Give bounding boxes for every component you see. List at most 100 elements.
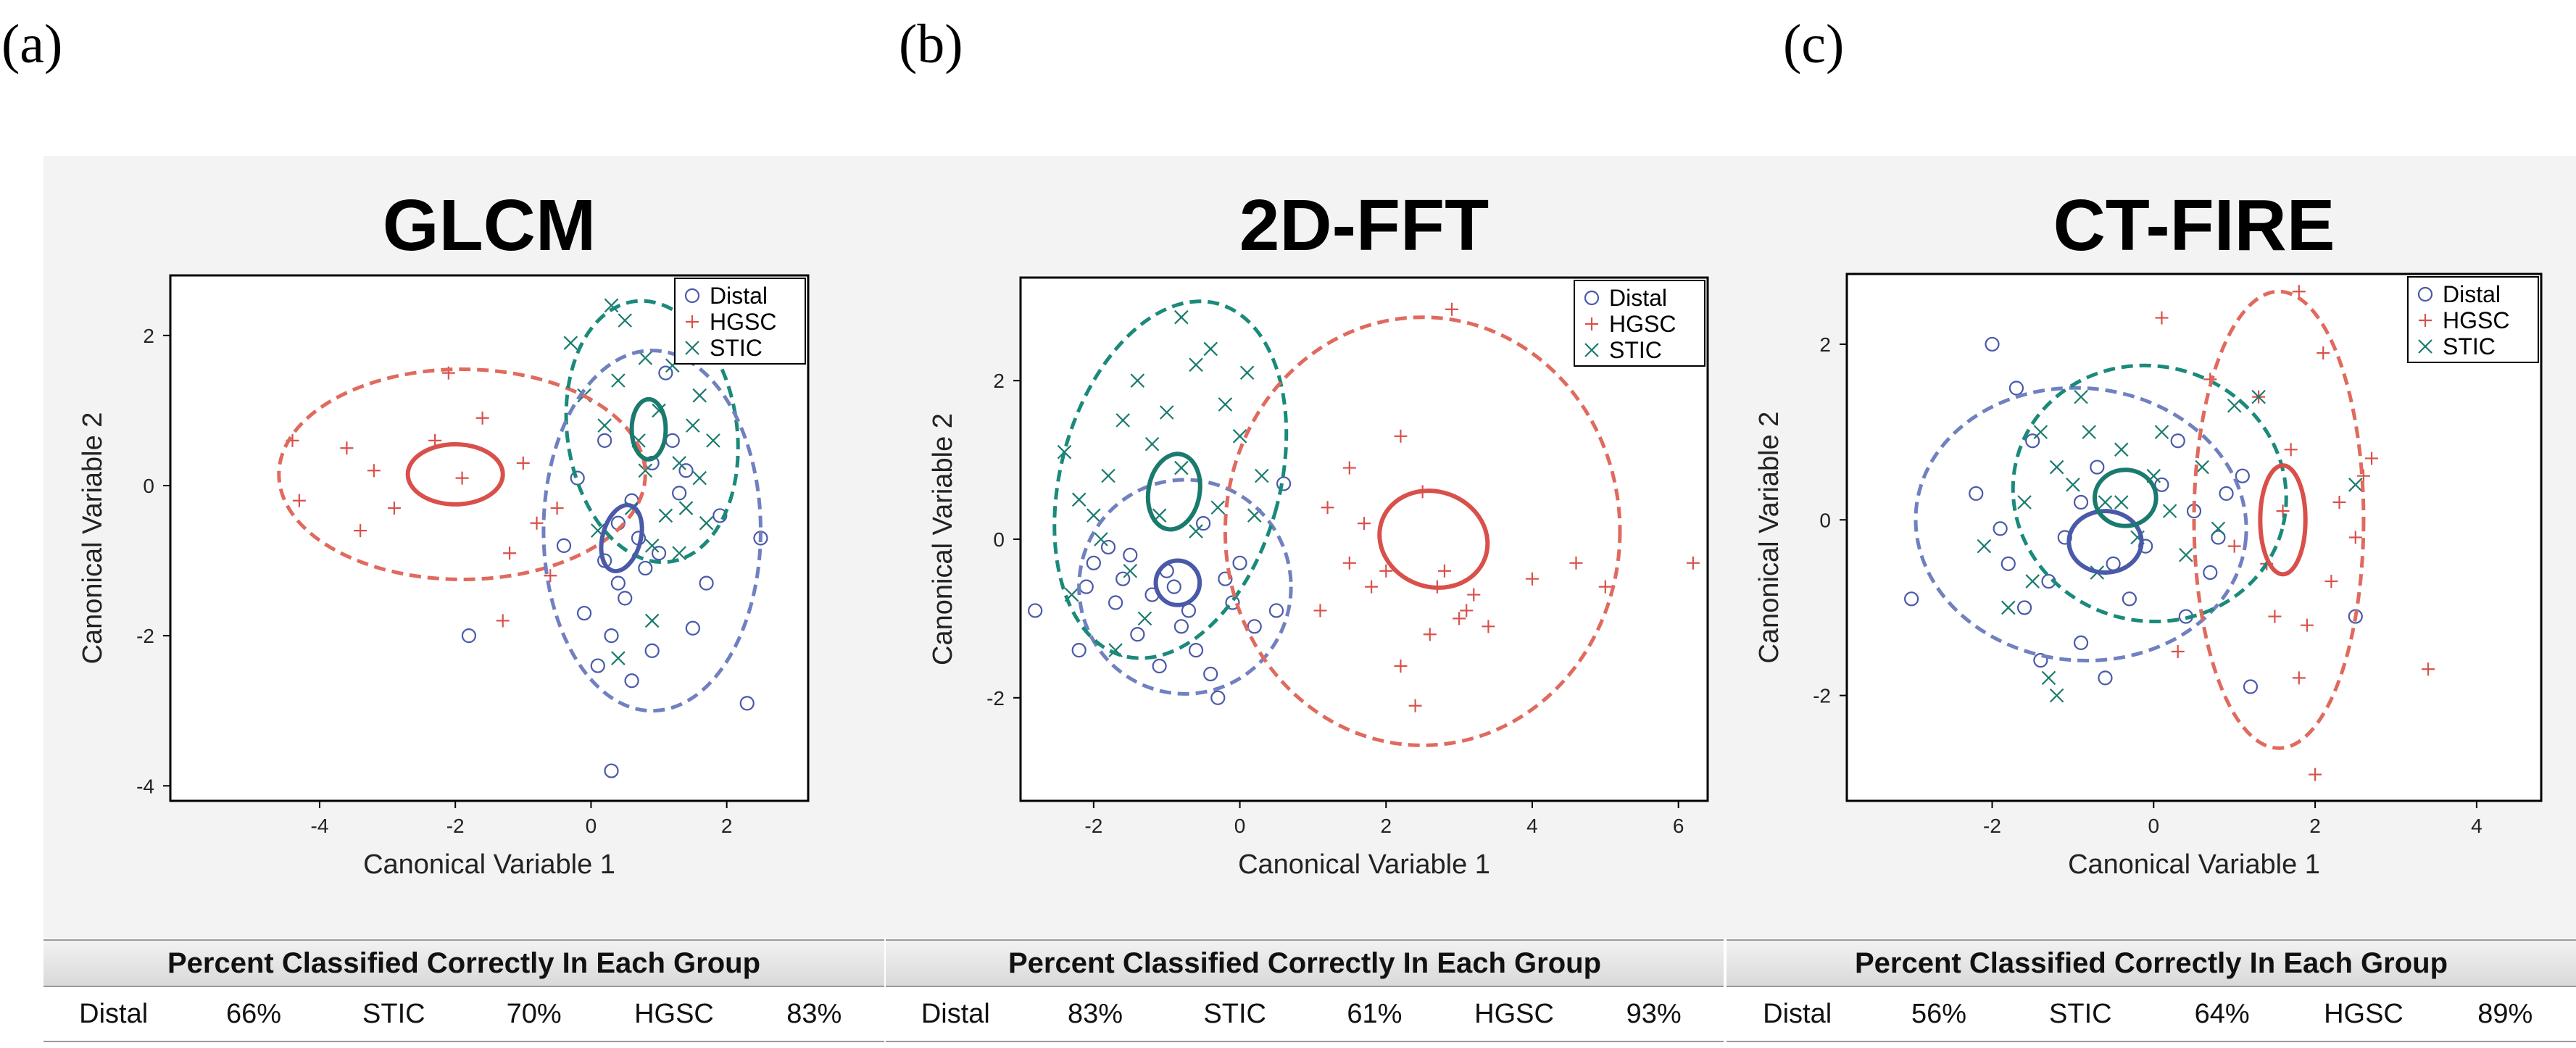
data-point-distal <box>1188 643 1204 658</box>
data-point-distal <box>638 560 653 576</box>
table-cell: HGSC <box>1474 998 1554 1029</box>
x-tick-label: -2 <box>1084 815 1102 837</box>
x-tick-label: 0 <box>2148 815 2160 837</box>
data-point-hgsc <box>1313 604 1327 617</box>
data-point-hgsc <box>2284 443 2298 457</box>
data-point-distal <box>672 486 687 501</box>
data-point-distal <box>739 696 755 711</box>
data-point-stic <box>563 336 578 350</box>
table-cell: HGSC <box>634 998 714 1029</box>
panel-label-b: (b) <box>899 14 963 75</box>
table-cell: 56% <box>1911 998 1967 1029</box>
confidence-ellipse-stic <box>2011 363 2288 624</box>
data-point-stic <box>2017 495 2032 510</box>
table-cell: 66% <box>225 998 282 1029</box>
data-point-distal <box>712 508 728 523</box>
confidence-ellipse-distal <box>1077 478 1293 696</box>
classification-table-ctfire: Percent Classified Correctly In Each Gro… <box>1727 939 2576 1042</box>
data-point-stic <box>692 388 707 403</box>
data-point-stic <box>611 373 626 388</box>
data-point-hgsc <box>1437 564 1451 578</box>
data-point-distal <box>1203 666 1218 682</box>
data-point-stic <box>611 651 626 665</box>
data-point-stic <box>2082 425 2096 439</box>
data-point-distal <box>2203 565 2218 581</box>
data-point-hgsc <box>2268 610 2282 623</box>
data-point-hgsc <box>2309 768 2322 781</box>
data-point-stic <box>2001 600 2016 615</box>
y-tick-label: -2 <box>1813 685 1831 707</box>
data-point-hgsc <box>1585 317 1598 330</box>
data-point-distal <box>1173 619 1189 634</box>
data-point-hgsc <box>516 456 530 470</box>
data-point-hgsc <box>1423 628 1437 641</box>
table-cell: Distal <box>1763 998 1832 1029</box>
plot-content <box>1904 285 2435 781</box>
data-point-distal <box>1584 290 1600 306</box>
data-point-hgsc <box>1453 612 1466 625</box>
x-tick-label: 4 <box>1526 815 1538 837</box>
legend-label-stic: STIC <box>710 335 763 361</box>
data-point-hgsc <box>2365 452 2379 465</box>
data-point-distal <box>1268 603 1284 618</box>
data-point-stic <box>2066 478 2080 492</box>
table-cell: 61% <box>1347 998 1403 1029</box>
data-point-distal <box>1232 555 1247 570</box>
mean-ellipse-distal <box>1153 558 1202 607</box>
confidence-ellipse-hgsc <box>1223 315 1622 747</box>
data-point-distal <box>2073 635 2089 651</box>
legend-label-stic: STIC <box>1609 337 1662 363</box>
data-point-hgsc <box>550 502 564 515</box>
data-point-distal <box>610 575 626 591</box>
x-tick-label: 2 <box>1380 815 1392 837</box>
data-point-hgsc <box>2324 575 2338 589</box>
data-point-hgsc <box>1445 302 1459 316</box>
table-cell: HGSC <box>2324 998 2403 1029</box>
data-point-stic <box>699 516 714 531</box>
data-point-stic <box>2251 389 2266 404</box>
data-point-distal <box>685 620 700 636</box>
data-point-hgsc <box>2276 504 2290 518</box>
data-point-distal <box>2025 433 2040 449</box>
y-tick-label: -4 <box>136 775 154 797</box>
chart-title: CT-FIRE <box>2053 185 2335 266</box>
data-point-stic <box>686 418 700 433</box>
legend-box <box>1574 280 1705 367</box>
data-point-stic <box>2049 688 2064 703</box>
table-cell: Distal <box>921 998 990 1029</box>
data-point-hgsc <box>530 516 544 530</box>
table-title: Percent Classified Correctly In Each Gro… <box>43 939 884 987</box>
data-point-distal <box>1225 595 1240 610</box>
data-point-stic <box>1144 436 1160 452</box>
data-point-distal <box>684 288 700 304</box>
confidence-ellipse-stic <box>1052 299 1289 660</box>
data-point-stic <box>1174 460 1189 475</box>
table-cell: 83% <box>786 998 842 1029</box>
data-point-hgsc <box>503 546 517 560</box>
table-title: Percent Classified Correctly In Each Gro… <box>1727 939 2576 987</box>
data-point-stic <box>1123 563 1138 578</box>
x-axis-label: Canonical Variable 1 <box>1238 849 1490 880</box>
data-point-stic <box>2033 425 2048 439</box>
table-title: Percent Classified Correctly In Each Gro… <box>886 939 1724 987</box>
data-point-stic <box>1584 343 1599 357</box>
table-cell: 70% <box>506 998 562 1029</box>
data-point-hgsc <box>2292 285 2306 299</box>
x-tick-label: 2 <box>2309 815 2321 837</box>
data-point-distal <box>1086 555 1101 570</box>
data-point-hgsc <box>1358 517 1371 531</box>
y-tick-label: 0 <box>1819 509 1831 531</box>
data-point-hgsc <box>1408 699 1422 712</box>
x-tick-label: -2 <box>446 815 465 837</box>
chart-title: 2D-FFT <box>1239 185 1489 266</box>
data-point-distal <box>618 591 633 606</box>
data-point-distal <box>1152 658 1167 674</box>
data-point-hgsc <box>496 614 510 628</box>
y-tick-label: 2 <box>143 325 154 347</box>
data-point-stic <box>618 313 633 328</box>
data-point-hgsc <box>1482 620 1495 633</box>
table-cell: 83% <box>1067 998 1123 1029</box>
data-point-hgsc <box>292 494 306 507</box>
